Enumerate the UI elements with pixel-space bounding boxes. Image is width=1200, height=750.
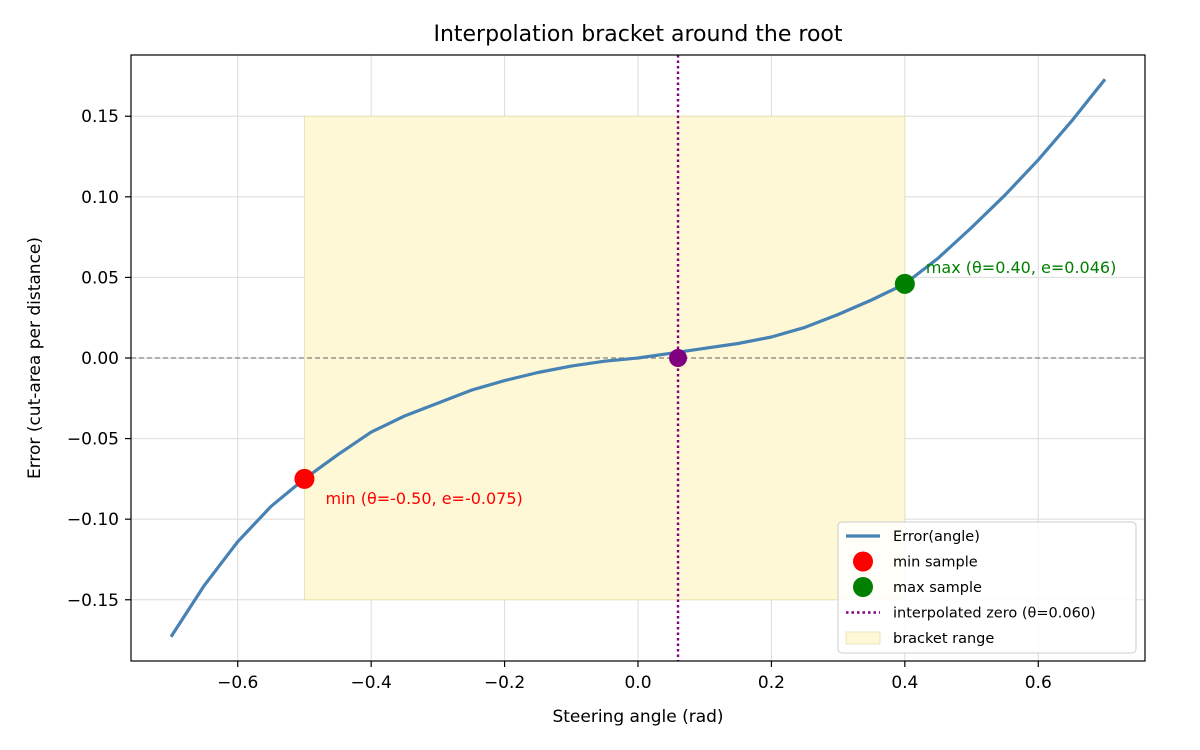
x-axis-label: Steering angle (rad) xyxy=(552,707,723,727)
y-tick-label-0: −0.15 xyxy=(67,591,119,611)
point-annotations: min (θ=-0.50, e=-0.075) max (θ=0.40, e=0.… xyxy=(325,258,1116,508)
series-line-error-angle xyxy=(169,78,1107,638)
x-tick-label-3: 0.0 xyxy=(624,673,651,693)
legend: Error(angle) min sample max sample interpol… xyxy=(837,521,1137,654)
legend-label: min sample xyxy=(893,555,978,571)
x-tick-label-0: −0.6 xyxy=(217,673,258,693)
y-tick-label-5: 0.10 xyxy=(81,188,119,208)
legend-label: max sample xyxy=(893,580,982,596)
legend-item-max-sample: max sample xyxy=(853,577,982,597)
chart-title: Interpolation bracket around the root xyxy=(433,22,842,47)
point-interpolated-zero xyxy=(669,349,688,367)
point-min-sample xyxy=(294,468,315,489)
legend-label: interpolated zero (θ=0.060) xyxy=(893,606,1096,622)
y-tick-label-4: 0.05 xyxy=(81,268,119,288)
y-axis-label: Error (cut-area per distance) xyxy=(25,237,45,479)
x-tick-label-1: −0.4 xyxy=(351,673,392,693)
legend-label: Error(angle) xyxy=(893,529,980,545)
legend-swatch-patch xyxy=(845,631,881,645)
legend-item-min-sample: min sample xyxy=(853,551,978,572)
annotation-max: max (θ=0.40, e=0.046) xyxy=(926,258,1116,277)
y-axis-ticks: −0.15 −0.10 −0.05 0.00 0.05 0.10 0.15 xyxy=(67,107,131,611)
y-tick-label-2: −0.05 xyxy=(67,430,119,450)
legend-swatch-dot xyxy=(853,577,873,597)
legend-box xyxy=(837,521,1137,654)
legend-item-error-angle: Error(angle) xyxy=(846,529,980,545)
sample-points xyxy=(294,273,915,489)
legend-label: bracket range xyxy=(893,631,994,647)
x-tick-label-4: 0.2 xyxy=(758,673,785,693)
x-tick-label-6: 0.6 xyxy=(1025,673,1052,693)
legend-item-interpolated-zero: interpolated zero (θ=0.060) xyxy=(846,606,1096,622)
point-max-sample xyxy=(894,273,915,294)
x-tick-label-5: 0.4 xyxy=(891,673,918,693)
y-tick-label-3: 0.00 xyxy=(81,349,119,369)
legend-item-bracket-range: bracket range xyxy=(845,631,994,647)
y-tick-label-1: −0.10 xyxy=(67,510,119,530)
legend-swatch-dot xyxy=(853,551,873,572)
annotation-min: min (θ=-0.50, e=-0.075) xyxy=(325,489,522,508)
x-axis-ticks: −0.6 −0.4 −0.2 0.0 0.2 0.4 0.6 xyxy=(217,661,1052,693)
y-tick-label-6: 0.15 xyxy=(81,107,119,127)
x-tick-label-2: −0.2 xyxy=(484,673,525,693)
